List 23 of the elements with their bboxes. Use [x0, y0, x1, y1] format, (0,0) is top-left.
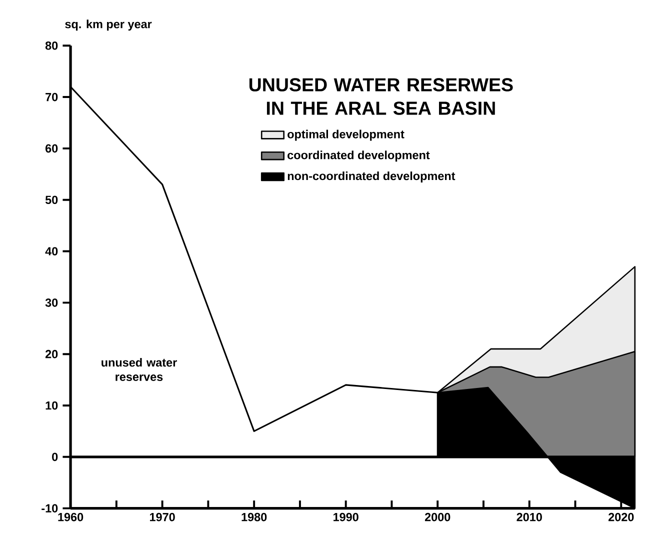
y-tick-label: 70	[46, 92, 58, 102]
y-tick-label: -10	[42, 504, 58, 512]
text: UNUSED WATER RESERWES IN THE ARAL SEA BASIN	[249, 78, 513, 115]
y-tick-label: 40	[45, 246, 58, 256]
x-tick-label: 2010	[516, 512, 542, 522]
x-tick-label: 2000	[424, 512, 450, 522]
y-axis-title: sq. km per year	[65, 19, 152, 30]
y-tick-label: 30	[45, 298, 58, 307]
y-tick-label: 0	[52, 452, 58, 461]
y-tick-label: 80	[45, 41, 58, 50]
legend-label: non-coordinated development	[288, 171, 456, 182]
x-tick-label: 1960	[58, 512, 84, 522]
legend-label: coordinated development	[288, 150, 430, 162]
x-tick-label: 1990	[334, 512, 358, 522]
legend-label: optimal development	[288, 130, 404, 140]
x-tick-label: 1970	[150, 512, 175, 522]
x-tick-label: 2020	[608, 512, 634, 522]
annotation: unused water reserves	[102, 358, 177, 381]
y-tick-label: 20	[45, 350, 58, 358]
y-tick-label: 10	[46, 401, 58, 410]
y-tick-label: 50	[45, 196, 58, 204]
x-tick-label: 1980	[242, 512, 267, 522]
y-tick-label: 60	[45, 144, 58, 152]
